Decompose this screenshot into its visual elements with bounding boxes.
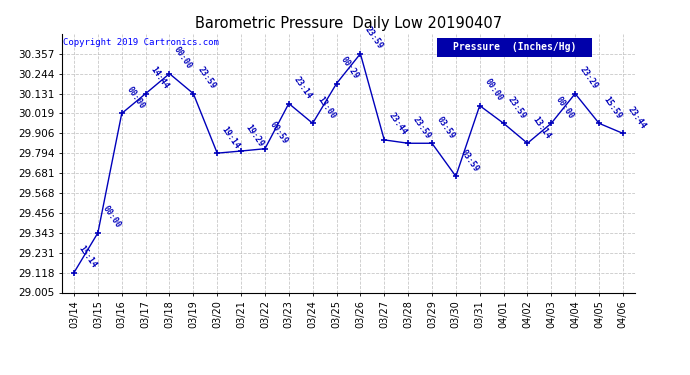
Text: Pressure  (Inches/Hg): Pressure (Inches/Hg) xyxy=(453,42,576,52)
Text: 23:14: 23:14 xyxy=(292,75,313,101)
Title: Barometric Pressure  Daily Low 20190407: Barometric Pressure Daily Low 20190407 xyxy=(195,16,502,31)
Text: 00:29: 00:29 xyxy=(339,55,361,81)
Text: 23:59: 23:59 xyxy=(363,25,385,51)
Text: 13:14: 13:14 xyxy=(530,115,552,141)
Text: 15:14: 15:14 xyxy=(77,244,99,270)
Text: 23:29: 23:29 xyxy=(578,65,600,91)
Text: 14:44: 14:44 xyxy=(148,65,170,91)
Text: 00:00: 00:00 xyxy=(482,77,504,103)
Text: 00:00: 00:00 xyxy=(124,85,146,111)
Text: 03:59: 03:59 xyxy=(435,115,457,141)
Text: 00:59: 00:59 xyxy=(268,120,289,146)
Text: 13:00: 13:00 xyxy=(315,95,337,120)
Text: Copyright 2019 Cartronics.com: Copyright 2019 Cartronics.com xyxy=(63,38,219,46)
Text: 23:44: 23:44 xyxy=(626,105,647,130)
Text: 00:00: 00:00 xyxy=(101,204,122,230)
Text: 23:59: 23:59 xyxy=(196,65,218,91)
Text: 23:59: 23:59 xyxy=(506,95,528,120)
Text: 19:14: 19:14 xyxy=(220,125,242,150)
Text: 23:59: 23:59 xyxy=(411,115,433,141)
FancyBboxPatch shape xyxy=(437,38,592,57)
Text: 23:44: 23:44 xyxy=(387,111,408,137)
Text: 15:59: 15:59 xyxy=(602,95,624,120)
Text: 00:00: 00:00 xyxy=(554,95,575,120)
Text: 19:29: 19:29 xyxy=(244,123,266,148)
Text: 03:59: 03:59 xyxy=(459,148,480,174)
Text: 00:00: 00:00 xyxy=(172,45,194,71)
